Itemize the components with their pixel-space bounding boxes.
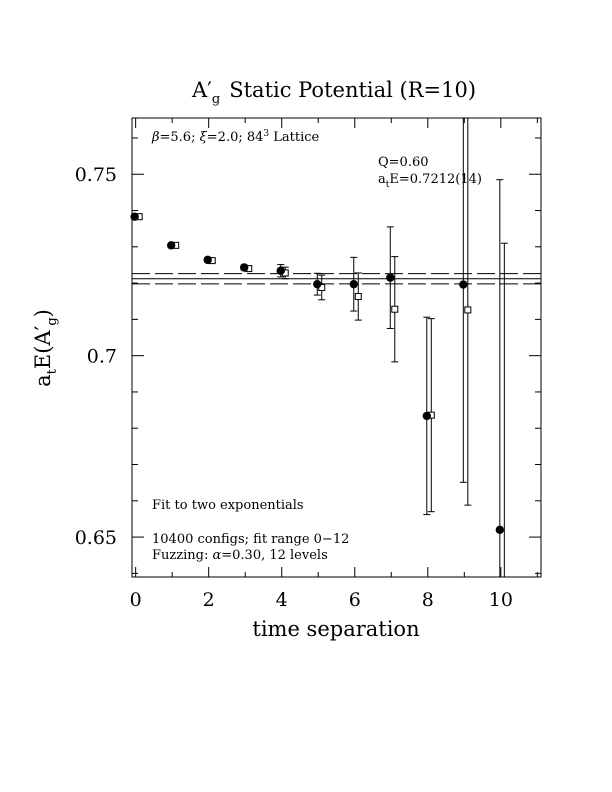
data-point-square (464, 306, 472, 314)
q-value-annotation: Q=0.60 (378, 155, 429, 170)
x-tick-label: 6 (349, 589, 361, 611)
y-tick-label: 0.7 (87, 346, 117, 368)
data-point-circle (166, 241, 176, 250)
chart-title: A′g Static Potential (R=10) (191, 78, 476, 107)
fit-energy-annotation: atE=0.7212(14) (378, 172, 482, 190)
data-point-circle (386, 273, 395, 282)
y-tick-label: 0.65 (75, 527, 117, 549)
data-point-square (354, 293, 362, 301)
fit-lines (132, 273, 541, 285)
data-point-circle (313, 279, 322, 289)
fuzzing-annotation: Fuzzing: α=0.30, 12 levels (152, 548, 328, 563)
data-point-circle (203, 255, 212, 265)
x-tick-label: 10 (489, 589, 513, 611)
tick-labels: 0 2 4 6 8 10 0.65 0.7 0.75 (75, 164, 513, 611)
x-tick-label: 2 (203, 589, 215, 611)
y-axis-label: atE(A′g) (31, 309, 60, 387)
lattice-annotation: β=5.6; ξ=2.0; 843 Lattice (151, 129, 320, 145)
data-point-circle (422, 411, 431, 421)
data-point-circle (276, 266, 285, 275)
square-error-bar (500, 242, 508, 577)
axis-ticks (132, 118, 541, 577)
circle-error-bar (459, 118, 467, 483)
data-point-square (391, 305, 399, 313)
x-tick-label: 8 (422, 589, 434, 611)
data-point-circle (130, 212, 139, 221)
x-tick-label: 4 (276, 589, 288, 611)
x-tick-label: 0 (130, 589, 142, 611)
data-point-circle (495, 525, 505, 535)
series-filled-circles (130, 118, 505, 577)
fit-label-annotation: Fit to two exponentials (152, 498, 304, 513)
configs-annotation: 10400 configs; fit range 0−12 (152, 532, 349, 547)
circle-error-bar (496, 179, 504, 577)
plot-frame (131, 117, 542, 578)
data-point-circle (240, 263, 249, 272)
x-axis-label: time separation (252, 617, 419, 641)
data-point-circle (459, 280, 468, 289)
y-tick-label: 0.75 (75, 164, 117, 186)
data-point-circle (349, 279, 358, 289)
